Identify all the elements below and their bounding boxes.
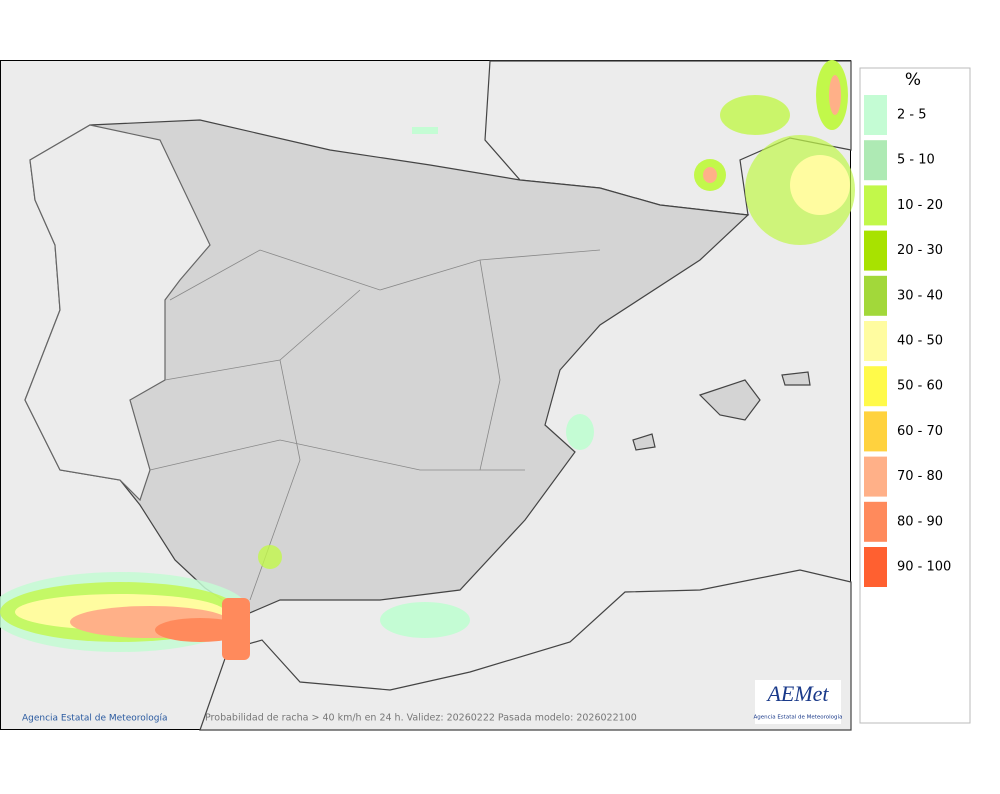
legend-label: 80 - 90 [897,514,943,529]
legend-swatch [864,185,887,226]
logo-box [755,680,841,724]
legend-label: 40 - 50 [897,334,943,349]
ibiza [632,433,656,451]
legend-swatch [864,230,887,271]
legend-items: 2 - 5 5 - 10 10 - 20 20 - 30 30 - 40 40 - 50 5… [864,95,951,587]
legend-label: 30 - 40 [897,288,943,303]
legend-swatch [864,456,887,497]
legend-swatch [864,411,887,452]
legend-swatch [864,366,887,407]
legend-swatch [864,140,887,181]
legend-label: 2 - 5 [897,108,927,123]
legend-label: 90 - 100 [897,560,951,575]
logo-name: AEMet [765,681,829,706]
probability-areas [0,60,855,660]
logo-subtitle: Agencia Estatal de Meteorología [754,714,843,721]
legend-swatch [864,547,887,587]
legend-label: 10 - 20 [897,198,943,213]
legend-title: % [905,70,921,90]
legend-swatch [864,501,887,542]
legend-label: 50 - 60 [897,379,943,394]
legend-swatch [864,95,887,135]
legend-label: 70 - 80 [897,469,943,484]
legend-label: 60 - 70 [897,424,943,439]
legend-swatch [864,275,887,316]
caption: Probabilidad de racha > 40 km/h en 24 h.… [205,713,637,724]
legend-swatch [864,321,887,361]
africa [199,569,852,731]
copyright: Agencia Estatal de Meteorología [22,714,168,724]
portugal [24,124,211,502]
menorca [781,371,811,386]
legend-label: 5 - 10 [897,153,935,168]
legend-label: 20 - 30 [897,243,943,258]
mallorca [698,379,761,421]
